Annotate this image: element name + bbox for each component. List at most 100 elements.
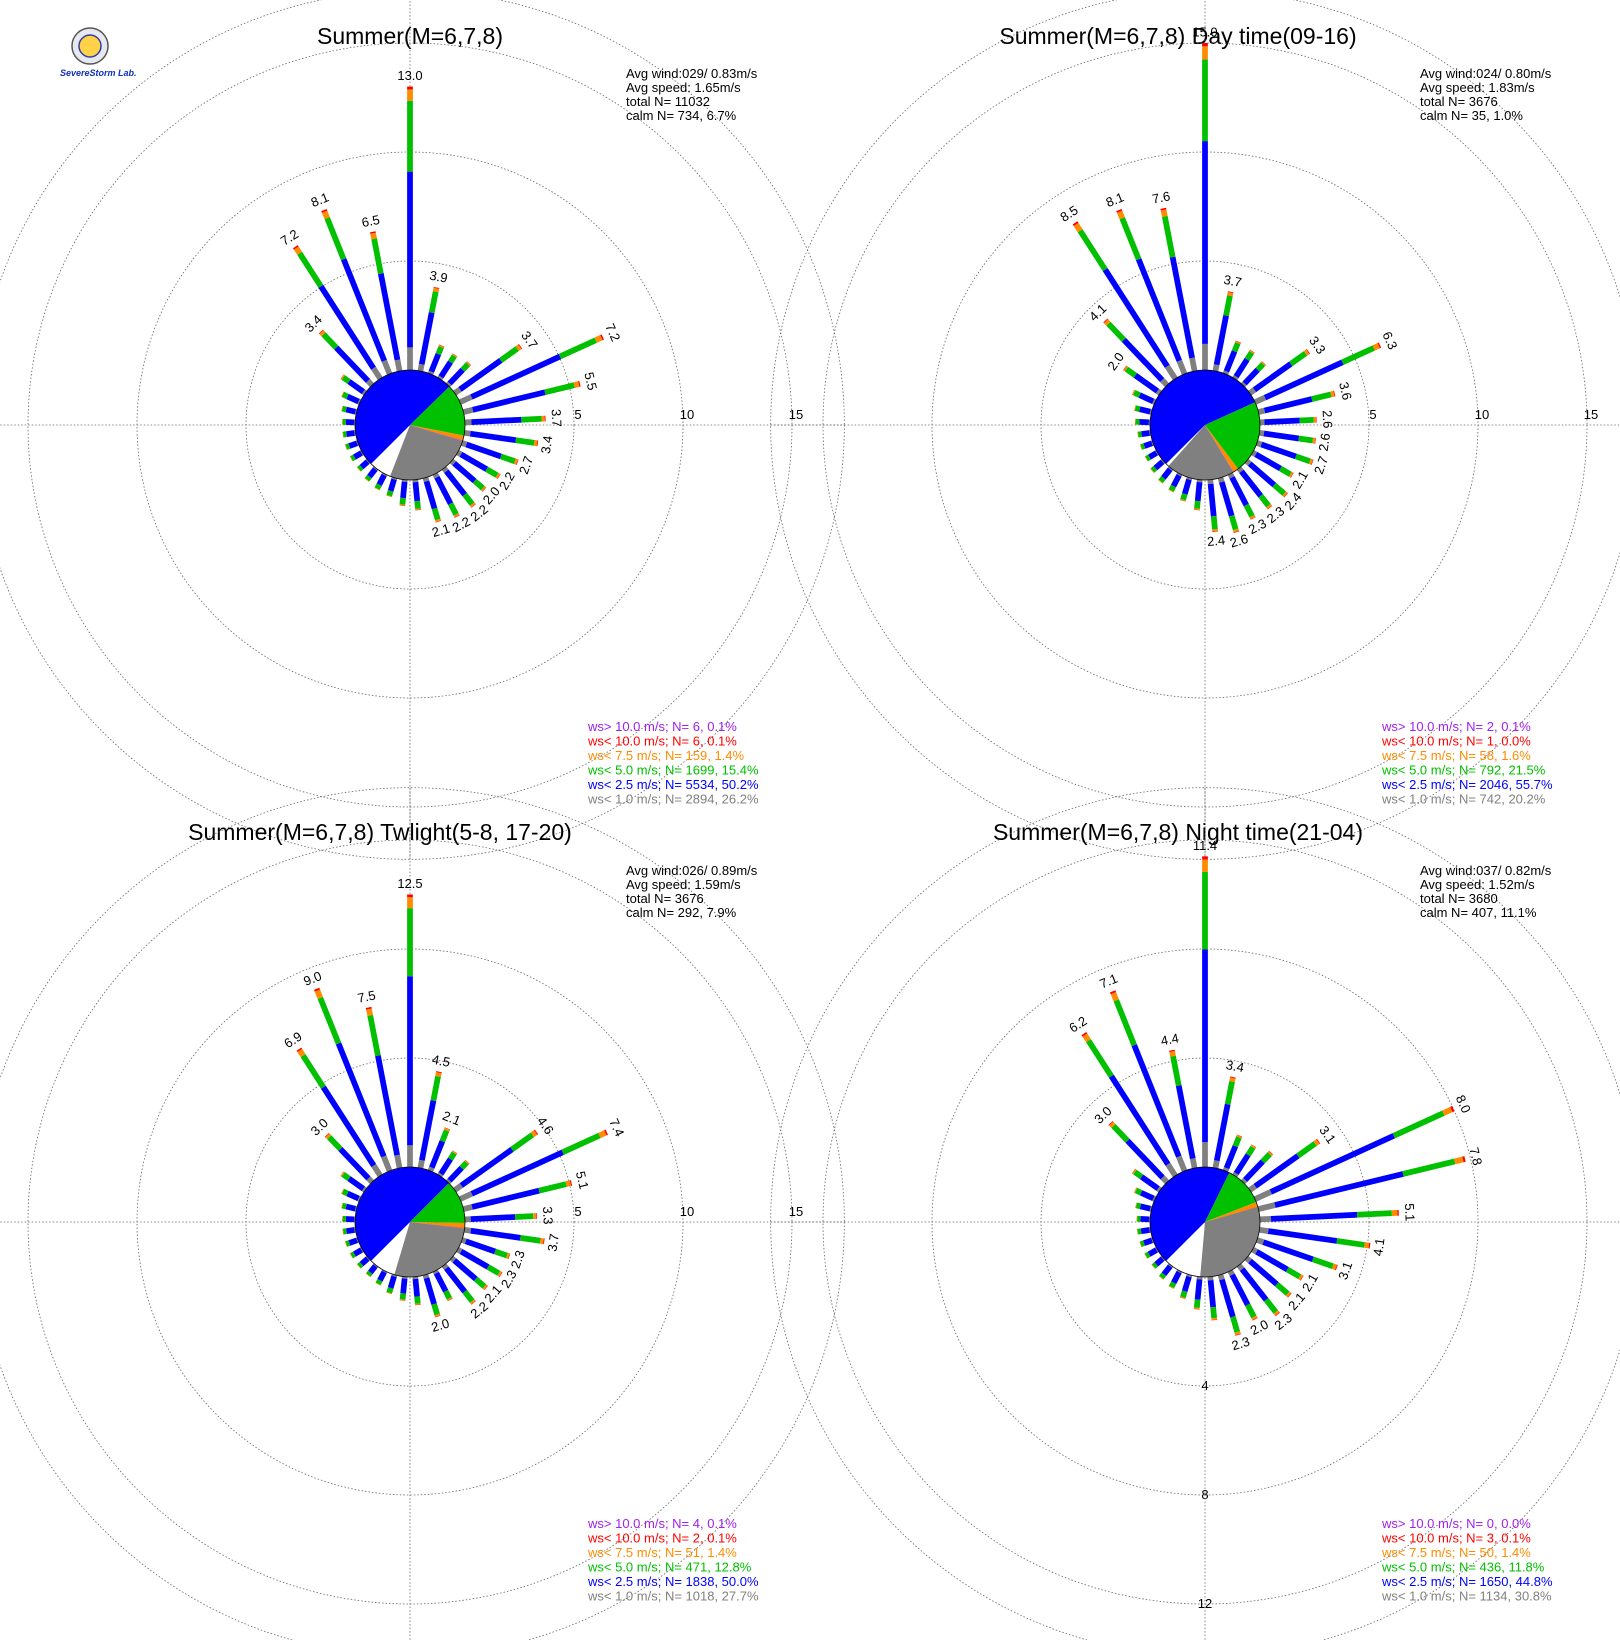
pie-outline [354,369,466,481]
bar-segment-orange [1454,1156,1464,1165]
bar-segment-green [1210,515,1218,530]
bar-segment-blue [452,461,477,484]
bar-segment-gray [1164,364,1178,381]
bar-segment-green [558,337,597,360]
bar-segment-green [1230,1316,1241,1333]
bar-segment-orange [1364,1242,1370,1249]
bar-segment-green [462,1289,475,1303]
bar-segment-green [357,464,364,472]
bar-segment-green [430,1075,441,1102]
ring-label: 5 [574,1204,581,1219]
bar-segment-red [544,415,546,422]
bar-segment-orange [1330,390,1335,398]
legend-entry: ws< 2.5 m/s; N= 1838, 50.0% [587,1574,759,1589]
bar-segment-green [367,1014,381,1057]
bar-segment-gray [437,1172,444,1178]
bar-segment-gray [366,1176,375,1185]
lab-logo: SevereStorm Lab. [60,27,137,78]
bar-segment-gray [462,406,474,415]
bar-value-label: 7.2 [602,321,623,344]
bar-segment-blue [1140,1216,1150,1223]
bar-segment-green [472,478,485,491]
bar-segment-gray [1189,357,1198,372]
bar-value-label: 2.1 [1289,468,1311,491]
bar-segment-orange [1158,479,1164,484]
bar-segment-red [1300,1275,1304,1281]
bar-segment-green [460,362,471,372]
bar-segment-blue [359,1256,370,1267]
stat-line: total N= 3676 [626,891,704,906]
bar-segment-gray [417,363,425,372]
bar-segment-green [342,1228,347,1235]
bar-segment-red [471,503,476,508]
bar-segment-orange [321,210,330,220]
bar-segment-red [499,1271,503,1278]
ring-label: 10 [1475,407,1489,422]
pie-slice-red [410,1222,465,1229]
bar-segment-orange [453,513,460,518]
bar-segment-orange [342,431,344,438]
bar-value-label: 2.4 [1206,532,1225,549]
bar-segment-orange [1234,1331,1241,1336]
bar-segment-orange [341,418,343,425]
bar-segment-blue [345,419,355,426]
bar-segment-gray [371,366,383,381]
direction-bars: 11.43.43.18.07.85.14.13.12.12.12.32.02.3… [1066,838,1485,1353]
bar-segment-orange [480,485,487,492]
bar-segment-orange [1144,1253,1148,1259]
bar-segment-green [448,354,457,364]
bar-segment-gray [1155,450,1159,456]
bar-segment-green [1298,435,1314,444]
bar-segment-green [341,405,347,413]
bar-segment-green [324,217,347,261]
bar-segment-green [499,346,519,363]
bar-segment-gray [1176,359,1188,376]
bar-value-label: 2.6 [1320,410,1336,429]
bar-segment-green [1210,1306,1218,1319]
bar-segment-gray [1167,466,1174,472]
bar-segment-orange [325,1133,332,1140]
bar-segment-red [313,987,321,992]
bar-value-label: 4.1 [1370,1237,1387,1257]
legend-entry: ws< 5.0 m/s; N= 1699, 15.4% [587,763,759,778]
bar-segment-orange [533,1213,537,1220]
bar-segment-red [1462,1156,1466,1163]
bar-segment-blue [1219,481,1235,517]
bar-value-label: 2.7 [516,454,536,476]
bar-segment-orange [1073,222,1083,233]
bar-segment-gray [1251,450,1258,457]
bar-segment-blue [412,1278,420,1297]
bar-segment-red [516,459,519,465]
bar-segment-orange [1134,1187,1138,1194]
bar-segment-blue [1153,459,1165,471]
bar-segment-blue [348,440,358,449]
bar-value-label: 4.5 [431,1052,452,1070]
bar-segment-green [1168,1281,1177,1289]
bar-segment-orange [434,518,442,523]
bar-segment-blue [1161,1264,1173,1277]
bar-segment-blue [1243,1159,1265,1182]
bar-segment-orange [1313,1139,1320,1146]
bar-segment-green [1260,1152,1272,1164]
bar-segment-blue [419,1100,437,1161]
bar-segment-gray [1227,472,1235,479]
bar-segment-orange [598,1130,607,1139]
bar-segment-green [1299,416,1314,424]
bar-segment-red [1109,990,1117,995]
bar-segment-green [1296,1141,1317,1159]
wind-rose-panel: Summer(M=6,7,8) Twlight(5-8, 17-20) 5 10 15… [0,787,845,1640]
bar-segment-gray [1149,408,1153,415]
bar-segment-green [510,1132,535,1152]
bar-segment-gray [1222,370,1230,376]
bar-segment-blue [377,273,401,361]
bar-value-label: 3.1 [1335,1260,1355,1282]
bar-segment-green [1150,465,1158,473]
bar-segment-orange [495,472,501,479]
bar-value-label: 7.8 [1466,1146,1485,1167]
bar-segment-orange [356,466,361,472]
bar-segment-orange [446,1297,453,1301]
bar-segment-orange [1331,1263,1337,1271]
bar-value-label: 2.2 [496,469,518,492]
